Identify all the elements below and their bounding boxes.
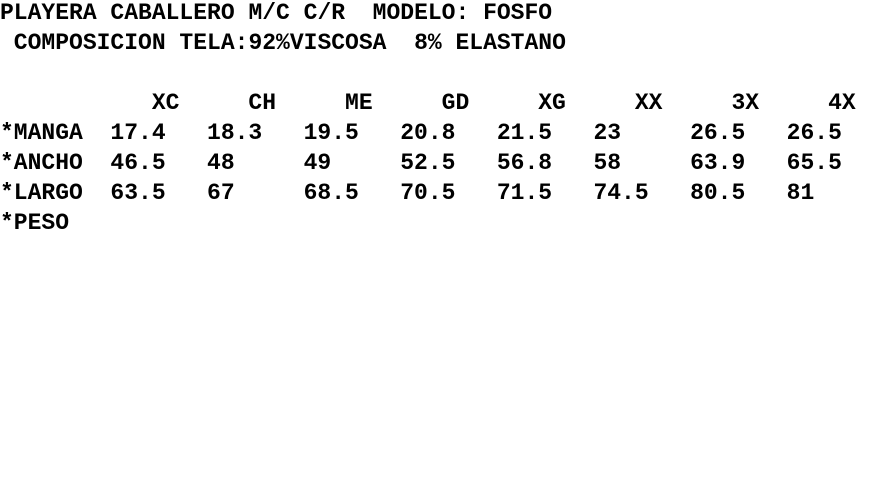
column-header-xx: XX xyxy=(634,90,663,116)
cell-largo-gd: 70.5 xyxy=(400,180,456,206)
cell-largo-xc: 63.5 xyxy=(110,180,166,206)
row-label-ancho: *ANCHO xyxy=(0,150,83,176)
cell-largo-4x: 81 xyxy=(786,180,815,206)
table-row: *ANCHO 46.5 48 49 52.5 56.8 58 63.9 65.5 xyxy=(0,148,880,178)
cell-ancho-xg: 56.8 xyxy=(496,150,553,176)
cell-ancho-4x: 65.5 xyxy=(786,150,842,176)
cell-manga-xc: 17.4 xyxy=(110,120,166,146)
column-header-4x: 4X xyxy=(828,90,856,116)
cell-manga-4x: 26.5 xyxy=(786,120,842,146)
cell-ancho-ch: 48 xyxy=(207,150,235,176)
cell-largo-3x: 80.5 xyxy=(690,180,746,206)
table-row: *PESO xyxy=(0,208,880,238)
cell-ancho-gd: 52.5 xyxy=(400,150,456,176)
row-label-largo: *LARGO xyxy=(0,180,83,206)
table-row: *MANGA 17.4 18.3 19.5 20.8 21.5 23 26.5 26.5 xyxy=(0,118,880,148)
cell-manga-xx: 23 xyxy=(593,120,622,146)
cell-ancho-xx: 58 xyxy=(593,150,622,176)
cell-manga-ch: 18.3 xyxy=(207,120,263,146)
column-header-gd: GD xyxy=(441,90,470,116)
cell-largo-me: 68.5 xyxy=(303,180,359,206)
cell-manga-3x: 26.5 xyxy=(690,120,746,146)
column-header-3x: 3X xyxy=(731,90,760,116)
row-label-manga: *MANGA xyxy=(0,120,83,146)
cell-manga-me: 19.5 xyxy=(303,120,359,146)
column-header-ch: CH xyxy=(248,90,277,116)
cell-manga-xg: 21.5 xyxy=(496,120,553,146)
column-header-xc: XC xyxy=(151,90,180,116)
cell-largo-xx: 74.5 xyxy=(593,180,649,206)
column-header-me: ME xyxy=(345,90,373,116)
size-table-header-row: XC CH ME GD XG XX 3X 4X xyxy=(0,88,880,118)
cell-largo-xg: 71.5 xyxy=(496,180,553,206)
composition-line: COMPOSICION TELA:92%VISCOSA 8% ELASTANO xyxy=(0,30,566,56)
cell-largo-ch: 67 xyxy=(207,180,235,206)
cell-ancho-3x: 63.9 xyxy=(690,150,746,176)
document-title-line: PLAYERA CABALLERO M/C C/R MODELO: FOSFO xyxy=(0,0,553,26)
cell-manga-gd: 20.8 xyxy=(400,120,456,146)
row-label-peso: *PESO xyxy=(0,210,70,236)
cell-ancho-xc: 46.5 xyxy=(110,150,166,176)
column-header-xg: XG xyxy=(538,90,566,116)
table-row: *LARGO 63.5 67 68.5 70.5 71.5 74.5 80.5 81 xyxy=(0,178,880,208)
cell-ancho-me: 49 xyxy=(303,150,332,176)
